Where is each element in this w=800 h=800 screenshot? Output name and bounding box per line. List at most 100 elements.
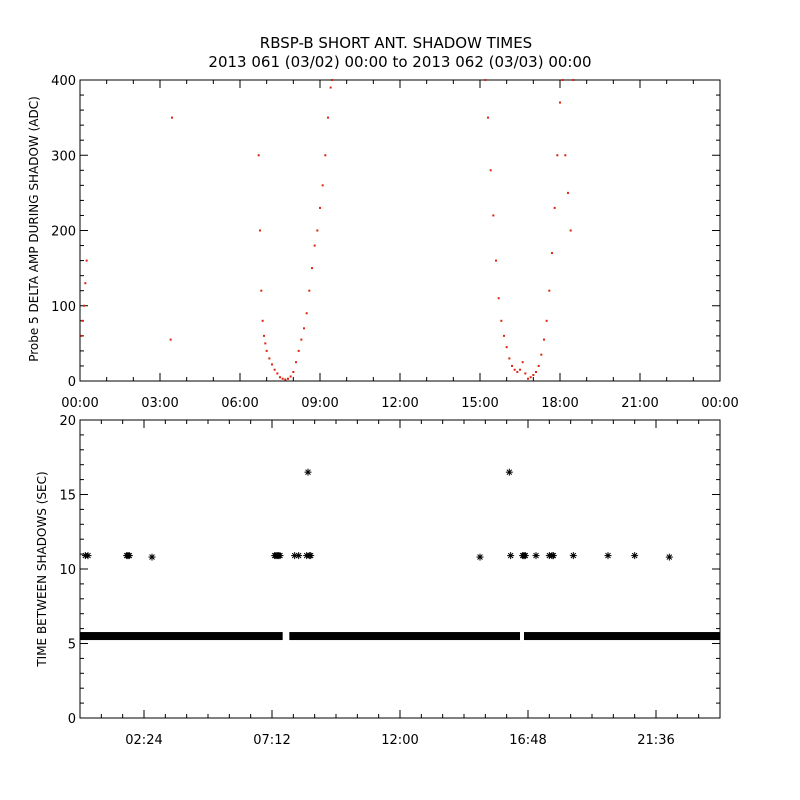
top-data-point xyxy=(564,154,567,157)
top-x-tick-label: 00:00 xyxy=(61,396,98,411)
baseline-band-segment xyxy=(80,632,283,641)
top-data-point xyxy=(553,206,556,209)
top-data-point xyxy=(543,338,545,341)
bottom-y-axis-label: TIME BETWEEN SHADOWS (SEC) xyxy=(35,471,49,667)
bottom-y-tick-label: 10 xyxy=(59,563,76,578)
top-data-point xyxy=(329,86,332,89)
top-data-point xyxy=(524,372,527,375)
bottom-data-point xyxy=(507,552,515,560)
top-data-point xyxy=(292,370,295,373)
chart-subtitle: 2013 061 (03/02) 00:00 to 2013 062 (03/0… xyxy=(208,53,591,71)
bottom-data-point xyxy=(505,468,513,476)
top-data-point xyxy=(500,319,503,322)
top-data-point xyxy=(83,304,85,307)
top-data-point xyxy=(567,191,569,194)
top-data-point xyxy=(311,267,313,270)
top-data-point xyxy=(324,154,327,157)
bottom-data-point xyxy=(295,552,303,560)
bottom-series-points xyxy=(81,468,673,561)
bottom-data-point xyxy=(532,552,540,560)
chart-title: RBSP-B SHORT ANT. SHADOW TIMES xyxy=(260,34,532,52)
top-data-point xyxy=(484,79,487,81)
top-data-point xyxy=(261,319,264,322)
top-data-point xyxy=(327,116,329,119)
top-x-tick-label: 12:00 xyxy=(381,396,418,411)
bottom-data-point xyxy=(631,552,639,560)
bottom-x-tick-label: 02:24 xyxy=(125,733,162,748)
bottom-y-tick-label: 0 xyxy=(68,712,76,727)
bottom-data-point xyxy=(604,552,612,560)
bottom-data-point xyxy=(304,468,312,476)
top-plot-panel: 00:00 03:00 06:00 09:00 12:00 15:00 18:00 21:00… xyxy=(27,74,739,411)
top-data-point xyxy=(321,184,324,187)
top-data-point xyxy=(497,297,500,300)
top-data-point xyxy=(85,259,88,262)
top-data-point xyxy=(169,338,172,341)
top-data-point xyxy=(268,357,271,360)
top-data-point xyxy=(284,378,287,381)
bottom-x-tick-label: 12:00 xyxy=(381,733,418,748)
top-y-tick-label: 300 xyxy=(51,149,76,164)
top-data-point xyxy=(561,79,564,81)
top-data-point xyxy=(300,338,303,341)
top-data-point xyxy=(316,229,319,232)
top-data-point xyxy=(492,214,495,217)
top-data-point xyxy=(263,334,265,337)
bottom-data-point xyxy=(276,552,284,560)
top-data-point xyxy=(308,289,311,292)
top-data-point xyxy=(519,368,521,371)
top-data-point xyxy=(559,101,561,104)
bottom-y-tick-label: 5 xyxy=(68,638,76,653)
top-x-tick-label: 15:00 xyxy=(461,396,498,411)
top-data-point xyxy=(264,342,267,345)
bottom-x-tick-label: 07:12 xyxy=(253,733,290,748)
bottom-axis-ticks: 02:24 07:12 12:00 16:48 21:36 0 5 10 15 20 xyxy=(59,414,720,748)
top-x-tick-label: 03:00 xyxy=(141,396,178,411)
top-data-point xyxy=(271,363,273,366)
bottom-x-tick-label: 21:36 xyxy=(637,733,674,748)
bottom-baseline-band xyxy=(80,632,720,641)
top-data-point xyxy=(495,259,497,262)
top-data-point xyxy=(257,154,260,157)
top-data-point xyxy=(279,376,281,379)
top-data-point xyxy=(305,312,308,315)
top-data-point xyxy=(521,361,524,364)
top-data-point xyxy=(529,376,532,379)
bottom-data-point xyxy=(476,553,484,561)
top-data-point xyxy=(548,289,551,292)
top-data-point xyxy=(508,357,511,360)
top-y-tick-label: 400 xyxy=(51,74,76,89)
bottom-y-tick-label: 20 xyxy=(59,414,76,429)
top-data-point xyxy=(537,364,540,367)
top-x-tick-label: 09:00 xyxy=(301,396,338,411)
top-data-point xyxy=(295,361,297,364)
top-data-point xyxy=(527,377,529,380)
bottom-data-point xyxy=(125,552,133,560)
top-data-point xyxy=(313,244,316,247)
top-data-point xyxy=(303,327,305,330)
top-data-point xyxy=(545,319,548,322)
top-data-point xyxy=(489,169,492,172)
top-x-tick-label: 06:00 xyxy=(221,396,258,411)
top-data-point xyxy=(171,116,173,119)
bottom-y-tick-label: 15 xyxy=(59,489,76,504)
top-data-point xyxy=(511,364,513,367)
bottom-data-point xyxy=(307,552,315,560)
bottom-x-tick-label: 16:48 xyxy=(509,733,546,748)
baseline-band-segment xyxy=(524,632,720,641)
top-data-point xyxy=(572,79,575,81)
baseline-band-segment xyxy=(289,632,520,641)
top-x-tick-label: 21:00 xyxy=(621,396,658,411)
top-axis-ticks: 00:00 03:00 06:00 09:00 12:00 15:00 18:00 21:00… xyxy=(51,74,739,411)
top-x-tick-label: 00:00 xyxy=(701,396,738,411)
top-y-tick-label: 100 xyxy=(51,300,76,315)
top-y-tick-label: 0 xyxy=(68,375,76,390)
top-data-point xyxy=(331,79,333,81)
top-data-point xyxy=(273,368,276,371)
top-data-point xyxy=(287,377,289,380)
top-data-point xyxy=(81,319,84,322)
top-data-point xyxy=(569,229,572,232)
top-data-point xyxy=(276,372,279,375)
top-data-point xyxy=(487,116,489,119)
